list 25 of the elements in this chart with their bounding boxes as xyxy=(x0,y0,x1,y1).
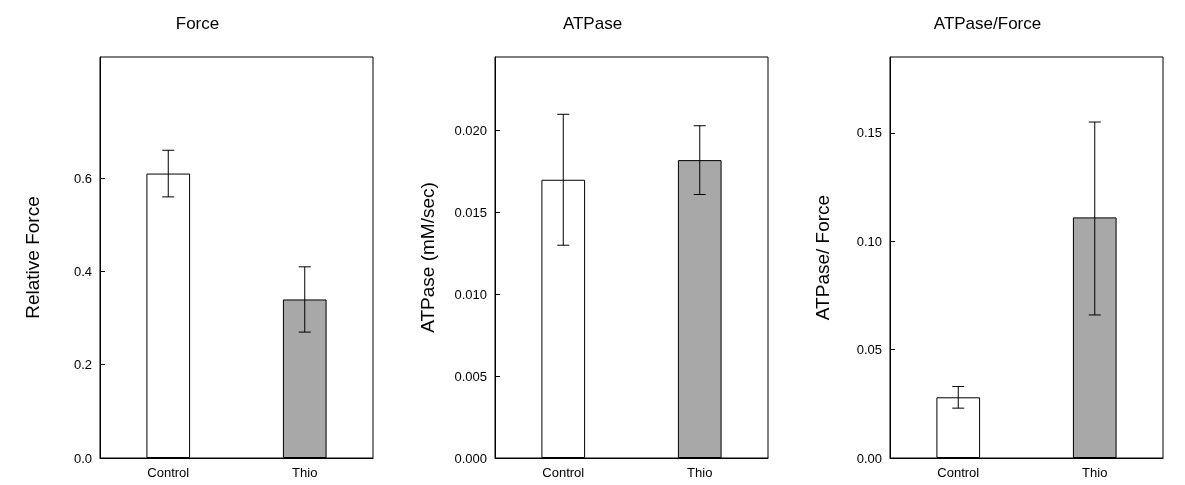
y-tick-label: 0.010 xyxy=(454,286,487,302)
y-axis-title: Relative Force xyxy=(22,196,43,319)
x-tick-label: Control xyxy=(147,465,190,480)
y-tick-label: 0.2 xyxy=(73,357,92,373)
y-tick-label: 0.020 xyxy=(454,123,487,139)
x-tick-label: Control xyxy=(542,465,585,480)
y-tick-label: 0.05 xyxy=(856,342,882,358)
y-tick-label: 0.6 xyxy=(73,170,92,186)
y-tick-label: 0.015 xyxy=(454,204,487,220)
x-tick-label: Thio xyxy=(292,465,318,480)
y-tick-label: 0.00 xyxy=(856,450,882,466)
y-tick-label: 0.005 xyxy=(454,368,487,384)
chart-title: ATPase xyxy=(562,14,623,33)
chart-title: ATPase/Force xyxy=(933,14,1042,33)
x-tick-label: Control xyxy=(937,465,980,480)
y-tick-label: 0.0 xyxy=(73,450,92,466)
x-tick-label: Thio xyxy=(1082,465,1108,480)
y-tick-label: 0.10 xyxy=(856,233,882,249)
x-tick-label: Thio xyxy=(687,465,713,480)
y-axis-title: ATPase (mM/sec) xyxy=(417,182,438,333)
y-axis-title: ATPase/ Force xyxy=(812,194,833,321)
y-tick-label: 0.000 xyxy=(454,450,487,466)
chart-title: Force xyxy=(175,14,220,33)
y-tick-label: 0.4 xyxy=(73,263,92,279)
y-tick-label: 0.15 xyxy=(856,125,882,141)
